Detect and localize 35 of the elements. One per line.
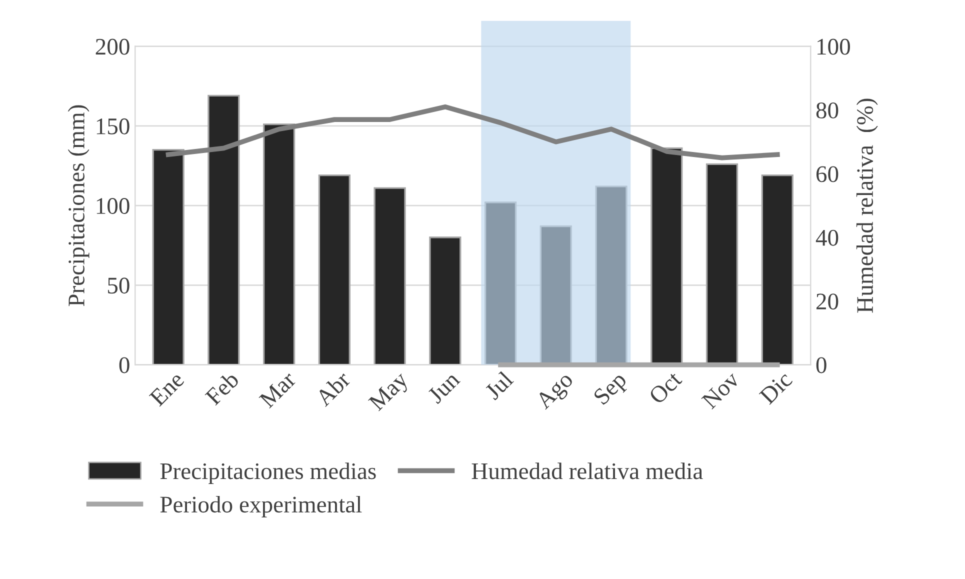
y-tick-label: 200: [96, 38, 130, 55]
bar: [374, 187, 406, 365]
x-tick-label: Ago: [534, 370, 578, 414]
line-series: [166, 104, 780, 160]
y-tick-label: 50: [108, 278, 130, 294]
y2-tick-label: 40: [816, 230, 838, 246]
y-tick-label: 150: [96, 118, 130, 134]
y2-tick-label: 100: [818, 38, 850, 55]
y2-tick-label: 0: [816, 357, 826, 374]
x-tick-label: Ene: [148, 370, 185, 407]
x-tick-label: Sep: [592, 370, 631, 409]
legend-label: Precipitaciones medias: [160, 462, 376, 484]
y2-axis-title: Humedad relativa (%): [856, 98, 878, 313]
y2-tick-label: 60: [816, 166, 838, 182]
legend-label: Humedad relativa media: [472, 462, 703, 480]
x-tick-label: Nov: [701, 370, 741, 410]
x-tick-label: Abr: [314, 370, 352, 408]
legend-label: Periodo experimental: [160, 496, 362, 518]
bar: [208, 94, 240, 365]
x-tick-label: Jul: [484, 370, 514, 401]
x-tick-label: May: [368, 370, 413, 415]
x-tick-label: Feb: [204, 370, 240, 406]
bar: [429, 236, 462, 365]
x-tick-label: Dic: [758, 370, 794, 406]
bar: [263, 124, 296, 365]
bar: [152, 148, 184, 365]
x-tick-label: Jun: [427, 370, 461, 404]
bar: [318, 174, 350, 365]
y2-tick-label: 80: [816, 102, 838, 118]
y-axis-title: Precipitaciones (mm): [68, 105, 90, 306]
y-tick-label: 100: [96, 198, 130, 214]
x-tick-label: Oct: [648, 370, 683, 405]
y2-tick-label: 20: [816, 294, 838, 310]
y-tick-label: 0: [119, 357, 130, 374]
x-tick-label: Mar: [258, 370, 297, 409]
